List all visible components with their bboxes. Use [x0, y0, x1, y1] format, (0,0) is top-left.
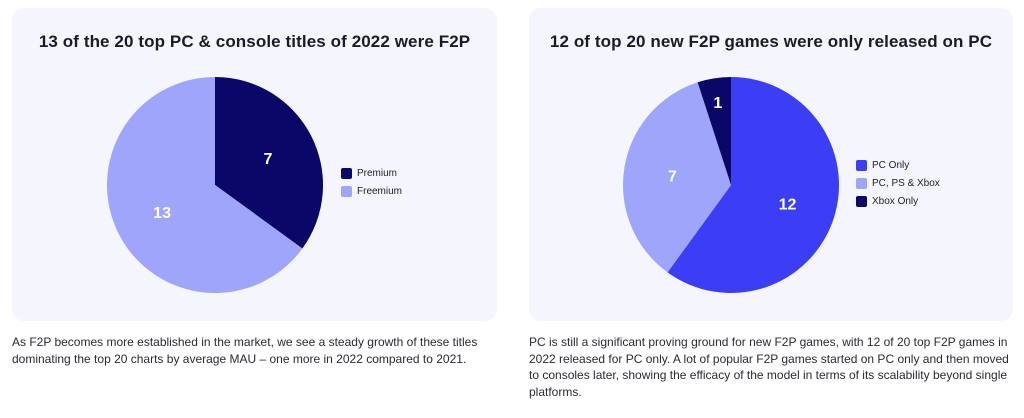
- legend-item-pc-only: PC Only: [856, 156, 940, 174]
- chart-title: 12 of top 20 new F2P games were only rel…: [549, 32, 993, 51]
- data-label-pc-only: 12: [779, 196, 797, 213]
- data-label-pc-ps-xbox: 7: [668, 169, 677, 186]
- pie-chart-premium-freemium: 7 13: [107, 77, 323, 293]
- pie-slice-freemium: [107, 77, 303, 293]
- legend-label: Freemium: [357, 185, 403, 197]
- data-label-xbox-only: 1: [713, 95, 722, 112]
- chart-card-platform-release: 12 of top 20 new F2P games were only rel…: [529, 8, 1013, 321]
- legend-item-premium: Premium: [341, 164, 402, 182]
- legend-swatch: [341, 167, 352, 179]
- chart-legend: PC Only PC, PS & Xbox Xbox Only: [856, 156, 940, 210]
- legend-swatch: [856, 159, 867, 171]
- legend-label: Xbox Only: [872, 195, 919, 207]
- chart-title: 13 of the 20 top PC & console titles of …: [38, 32, 471, 51]
- legend-item-freemium: Freemium: [341, 182, 402, 200]
- data-label-premium: 7: [263, 151, 272, 168]
- pie-chart-platforms: 12 7 1: [623, 77, 839, 293]
- chart-legend: Premium Freemium: [341, 164, 402, 200]
- legend-swatch: [856, 195, 867, 207]
- pie-slice-xbox-only: [697, 77, 731, 185]
- data-label-freemium: 13: [153, 205, 171, 222]
- legend-label: PC Only: [872, 159, 910, 171]
- legend-swatch: [341, 185, 352, 197]
- chart-card-premium-vs-freemium: 13 of the 20 top PC & console titles of …: [12, 8, 497, 321]
- pie-slice-premium: [215, 77, 323, 249]
- legend-label: Premium: [357, 167, 398, 179]
- legend-label: PC, PS & Xbox: [872, 177, 940, 189]
- legend-swatch: [856, 177, 867, 189]
- legend-item-xbox-only: Xbox Only: [856, 192, 940, 210]
- pie-slice-pc-only: [667, 77, 839, 293]
- legend-item-pc-ps-xbox: PC, PS & Xbox: [856, 174, 940, 192]
- pie-slice-pc-ps-xbox: [623, 82, 731, 273]
- caption-right: PC is still a significant proving ground…: [529, 335, 1009, 399]
- caption-left: As F2P becomes more established in the m…: [12, 335, 478, 366]
